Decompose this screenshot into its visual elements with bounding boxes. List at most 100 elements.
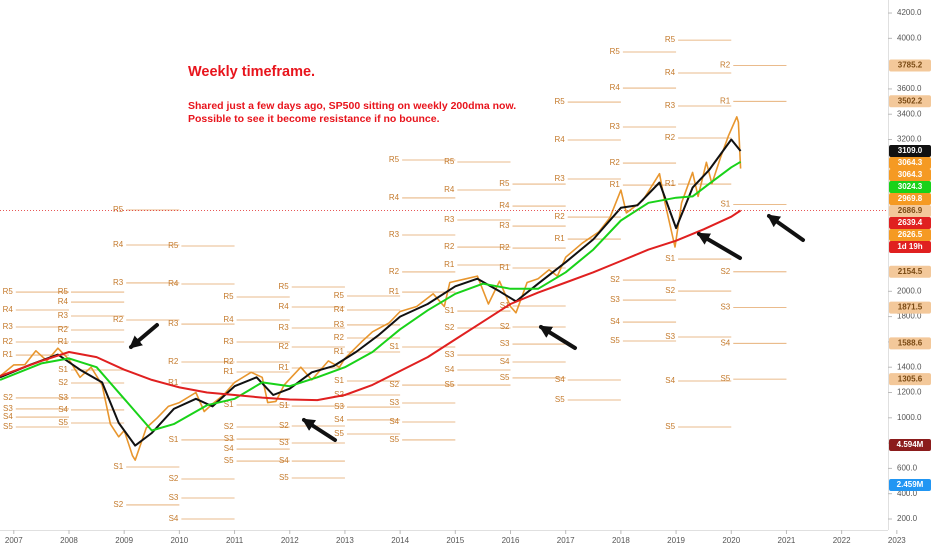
pivot-label: R4 — [334, 305, 345, 314]
pivot-label: R3 — [444, 215, 455, 224]
pivot-label: R5 — [665, 35, 676, 44]
y-tick-label: 3600.0 — [897, 84, 922, 93]
pivot-label: S1 — [58, 365, 68, 374]
price-line — [0, 116, 742, 461]
pivot-label: R2 — [223, 357, 234, 366]
x-tick-label: 2017 — [557, 536, 575, 545]
x-tick-label: 2020 — [722, 536, 740, 545]
pivot-label: S3 — [610, 295, 620, 304]
pivot-label: R2 — [499, 243, 510, 252]
pivot-label: S2 — [334, 390, 344, 399]
pivot-label: S4 — [555, 375, 565, 384]
pivot-label: R4 — [444, 185, 455, 194]
x-tick-label: 2007 — [5, 536, 23, 545]
pivot-label: S5 — [665, 422, 675, 431]
pivot-label: S1 — [389, 342, 399, 351]
y-tick-label: 3200.0 — [897, 135, 922, 144]
arrow — [696, 232, 742, 260]
x-tick-label: 2015 — [446, 536, 464, 545]
pivot-label: R2 — [279, 342, 290, 351]
pivot-label: S1 — [113, 462, 123, 471]
y-tick-label: 1400.0 — [897, 362, 922, 371]
price-badge-label: 3024.3 — [898, 182, 923, 191]
price-badge-label: 1d 19h — [897, 242, 922, 251]
pivot-label: R1 — [223, 367, 234, 376]
pivot-label: R3 — [279, 323, 290, 332]
pivot-label: R2 — [3, 337, 14, 346]
series-layer — [0, 116, 888, 461]
pivot-label: S3 — [720, 303, 730, 312]
pivot-label: S4 — [610, 317, 620, 326]
volume-badge-label: 4.594M — [897, 440, 924, 449]
pivot-label: R5 — [113, 205, 124, 214]
pivot-label: S4 — [665, 376, 675, 385]
pivot-layer: R5R4R3R2R1S2S3S4S5R5R4R3R2R1S1S2S3S4S5R5… — [3, 35, 787, 523]
volume-badge — [889, 479, 931, 491]
price-badge — [889, 265, 931, 278]
price-badge — [889, 301, 931, 314]
pivot-label: R1 — [554, 234, 565, 243]
price-badge — [889, 95, 931, 108]
pivot-label: S3 — [58, 393, 68, 402]
pivot-label: R1 — [168, 378, 179, 387]
pivot-label: S2 — [445, 323, 455, 332]
pivot-label: R4 — [665, 68, 676, 77]
price-badge-label: 1588.6 — [898, 338, 923, 347]
pivot-label: R3 — [58, 311, 69, 320]
pivot-label: R3 — [168, 319, 179, 328]
pivot-label: R1 — [720, 96, 731, 105]
price-badge — [889, 193, 931, 206]
x-tick-label: 2022 — [833, 536, 851, 545]
pivot-label: R2 — [58, 325, 69, 334]
pivot-label: S2 — [720, 267, 730, 276]
pivot-label: R5 — [223, 292, 234, 301]
pivot-label: S4 — [279, 456, 289, 465]
pivot-label: S2 — [500, 322, 510, 331]
pivot-label: R1 — [499, 263, 510, 272]
pivot-label: S4 — [58, 405, 68, 414]
pivot-label: S2 — [169, 474, 179, 483]
price-badge — [889, 205, 931, 218]
price-badge-label: 1305.6 — [898, 374, 923, 383]
pivot-label: S3 — [500, 339, 510, 348]
pivot-label: R4 — [279, 302, 290, 311]
pivot-label: R1 — [279, 363, 290, 372]
pivot-label: R4 — [554, 135, 565, 144]
pivot-label: R3 — [223, 337, 234, 346]
pivot-label: S5 — [720, 374, 730, 383]
price-badges: 3785.2 3502.2 3109.0 3064.3 3064.3 3024.3 2969… — [889, 59, 931, 491]
pivot-label: R2 — [113, 315, 124, 324]
pivot-label: R2 — [665, 133, 676, 142]
price-badge-label: 2154.5 — [898, 267, 923, 276]
pivot-label: R1 — [610, 180, 621, 189]
pivot-label: R3 — [499, 221, 510, 230]
pivot-label: S4 — [169, 514, 179, 523]
y-tick-label: 1200.0 — [897, 388, 922, 397]
pivot-label: S5 — [555, 395, 565, 404]
volume-badge-label: 2.459M — [897, 480, 924, 489]
y-tick-label: 3400.0 — [897, 109, 922, 118]
pivot-label: R1 — [58, 337, 69, 346]
pivot-label: R3 — [389, 230, 400, 239]
price-badge-label: 2626.5 — [898, 230, 923, 239]
pivot-label: R4 — [499, 201, 510, 210]
price-badge-label: 3785.2 — [898, 61, 923, 70]
annotation-note: Shared just a few days ago, SP500 sittin… — [188, 100, 516, 112]
pivot-label: R4 — [3, 305, 14, 314]
pivot-label: S3 — [3, 404, 13, 413]
pivot-label: R4 — [223, 315, 234, 324]
price-badge — [889, 181, 931, 194]
pivot-label: R3 — [554, 174, 565, 183]
pivot-label: R5 — [610, 47, 621, 56]
pivot-label: R1 — [444, 260, 455, 269]
pivot-label: R3 — [3, 322, 14, 331]
pivot-label: R5 — [3, 287, 14, 296]
price-badge — [889, 157, 931, 170]
pivot-label: S5 — [445, 380, 455, 389]
pivot-label: S3 — [445, 350, 455, 359]
pivot-label: S4 — [224, 444, 234, 453]
pivot-label: S1 — [279, 401, 289, 410]
pivot-label: S5 — [389, 435, 399, 444]
pivot-label: S5 — [224, 456, 234, 465]
